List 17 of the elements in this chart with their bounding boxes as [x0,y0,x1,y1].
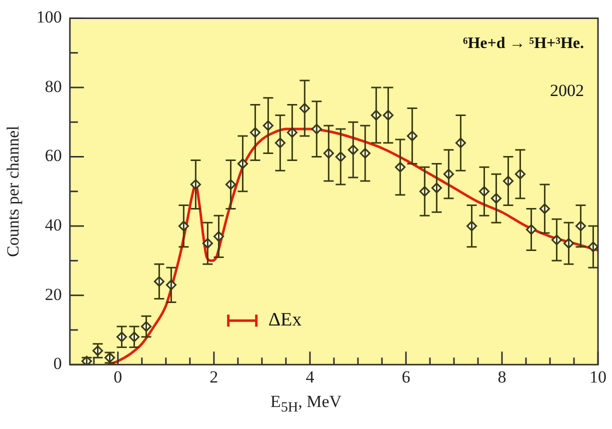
x-tick-label: 4 [306,367,315,386]
y-tick-label: 0 [53,354,62,374]
x-tick-label: 8 [498,367,506,386]
y-tick-label: 20 [44,284,62,304]
x-tick-label: 6 [402,367,410,386]
annotation: ⁶He+d → ⁵H+³He. [462,35,584,52]
y-tick-label: 100 [36,8,62,27]
y-tick-label: 80 [44,76,62,96]
y-tick-label: 60 [44,146,62,166]
x-axis-title: E$_{5H}$, MeV [269,392,343,416]
x-tick-label: 10 [590,367,606,386]
annotation: 2002 [550,81,584,100]
y-tick-label: 40 [44,216,62,235]
y-axis-title: Counts per channel [4,126,23,258]
x-tick-label: 0 [114,367,122,386]
legend-label: ΔEx [268,310,302,331]
x-tick-label: 2 [210,367,218,386]
